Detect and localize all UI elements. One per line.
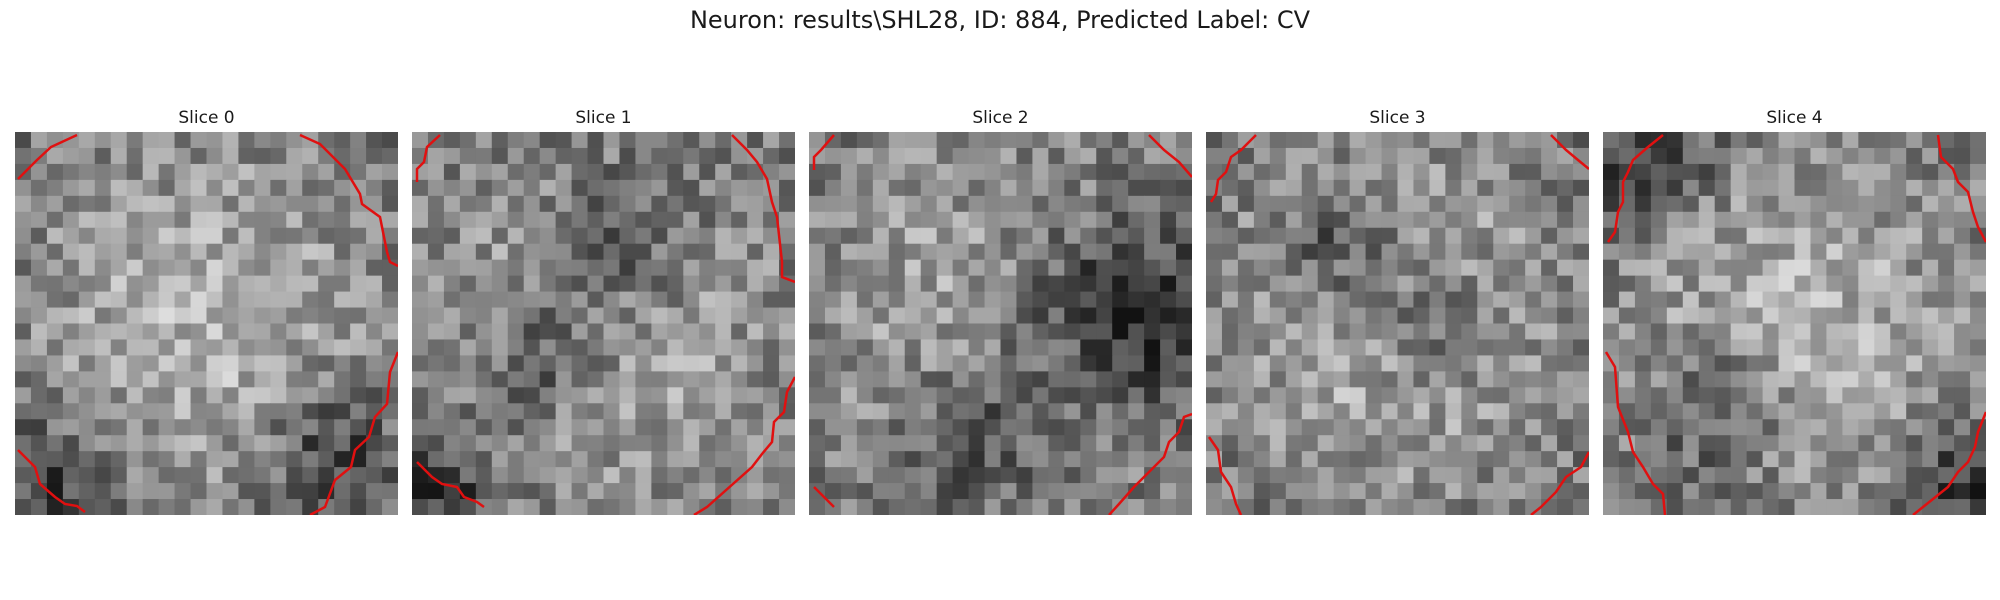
- slice-title-4: Slice 4: [1766, 108, 1823, 128]
- slice-title-3: Slice 3: [1369, 108, 1426, 128]
- contour-bottom-left-0: [17, 449, 86, 513]
- slice-panel-1: Slice 1: [412, 107, 795, 515]
- contour-top-right-4: [1936, 134, 1986, 243]
- contour-lines-1: [415, 134, 795, 515]
- slice-title-0: Slice 0: [178, 108, 235, 128]
- pixel-grid-1: [412, 132, 795, 515]
- slice-title-1: Slice 1: [575, 108, 632, 128]
- contour-top-right-2: [1148, 134, 1192, 178]
- slice-image-3: [1206, 132, 1589, 515]
- contour-bottom-left-2: [813, 486, 835, 508]
- slice-title-2: Slice 2: [972, 108, 1029, 128]
- pixel-grid-4: [1603, 132, 1986, 515]
- contour-top-right-1: [731, 134, 795, 284]
- slice-panel-0: Slice 0: [15, 107, 398, 515]
- contour-lines-2: [812, 134, 1192, 515]
- pixel-grid-0: [15, 132, 398, 515]
- slice-image-1: [412, 132, 795, 515]
- slice-panel-4: Slice 4: [1603, 107, 1986, 515]
- contour-lines-4: [1604, 134, 1986, 515]
- contour-top-right-0: [299, 133, 398, 268]
- slice-image-2: [809, 132, 1192, 515]
- contour-bottom-left-3: [1207, 436, 1243, 515]
- slice-image-0: [15, 132, 398, 515]
- contour-right-1: [693, 376, 795, 515]
- slice-panel-3: Slice 3: [1206, 107, 1589, 515]
- slice-image-4: [1603, 132, 1986, 515]
- contour-bottom-right-3: [1530, 451, 1589, 515]
- contour-top-left-1: [415, 134, 441, 182]
- contour-bottom-right-2: [1108, 412, 1192, 515]
- contour-left-4: [1604, 351, 1667, 515]
- contour-top-left-2: [812, 134, 835, 170]
- contour-lines-3: [1207, 134, 1589, 515]
- pixel-grid-2: [809, 132, 1192, 515]
- contour-right-4: [1912, 411, 1986, 515]
- contour-bottom-left-1: [416, 461, 485, 509]
- contour-lines-0: [17, 133, 398, 515]
- contour-top-left-3: [1209, 134, 1257, 203]
- pixel-grid-3: [1206, 132, 1589, 515]
- contour-right-0: [309, 351, 398, 515]
- contour-top-right-3: [1550, 134, 1589, 170]
- slice-panel-2: Slice 2: [809, 107, 1192, 515]
- contour-top-left-0: [17, 133, 78, 180]
- figure-title: Neuron: results\SHL28, ID: 884, Predicte…: [689, 6, 1311, 34]
- contour-top-left-4: [1606, 134, 1664, 243]
